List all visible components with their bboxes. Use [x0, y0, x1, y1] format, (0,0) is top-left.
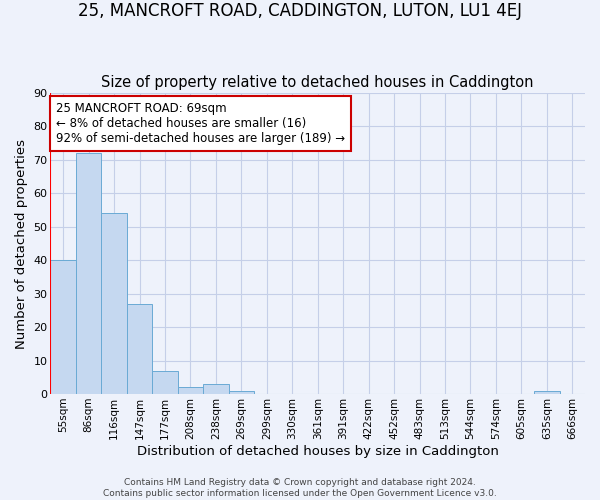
Bar [76, 154, 101, 394]
Bar [152, 370, 178, 394]
Text: 25, MANCROFT ROAD, CADDINGTON, LUTON, LU1 4EJ: 25, MANCROFT ROAD, CADDINGTON, LUTON, LU… [78, 2, 522, 21]
Bar [178, 388, 203, 394]
Bar [229, 390, 254, 394]
Bar [534, 390, 560, 394]
Y-axis label: Number of detached properties: Number of detached properties [15, 138, 28, 348]
Bar [127, 304, 152, 394]
Bar [50, 260, 76, 394]
Title: Size of property relative to detached houses in Caddington: Size of property relative to detached ho… [101, 76, 534, 90]
Bar [203, 384, 229, 394]
Text: 25 MANCROFT ROAD: 69sqm
← 8% of detached houses are smaller (16)
92% of semi-det: 25 MANCROFT ROAD: 69sqm ← 8% of detached… [56, 102, 345, 145]
Text: Contains HM Land Registry data © Crown copyright and database right 2024.
Contai: Contains HM Land Registry data © Crown c… [103, 478, 497, 498]
X-axis label: Distribution of detached houses by size in Caddington: Distribution of detached houses by size … [137, 444, 499, 458]
Bar [101, 214, 127, 394]
